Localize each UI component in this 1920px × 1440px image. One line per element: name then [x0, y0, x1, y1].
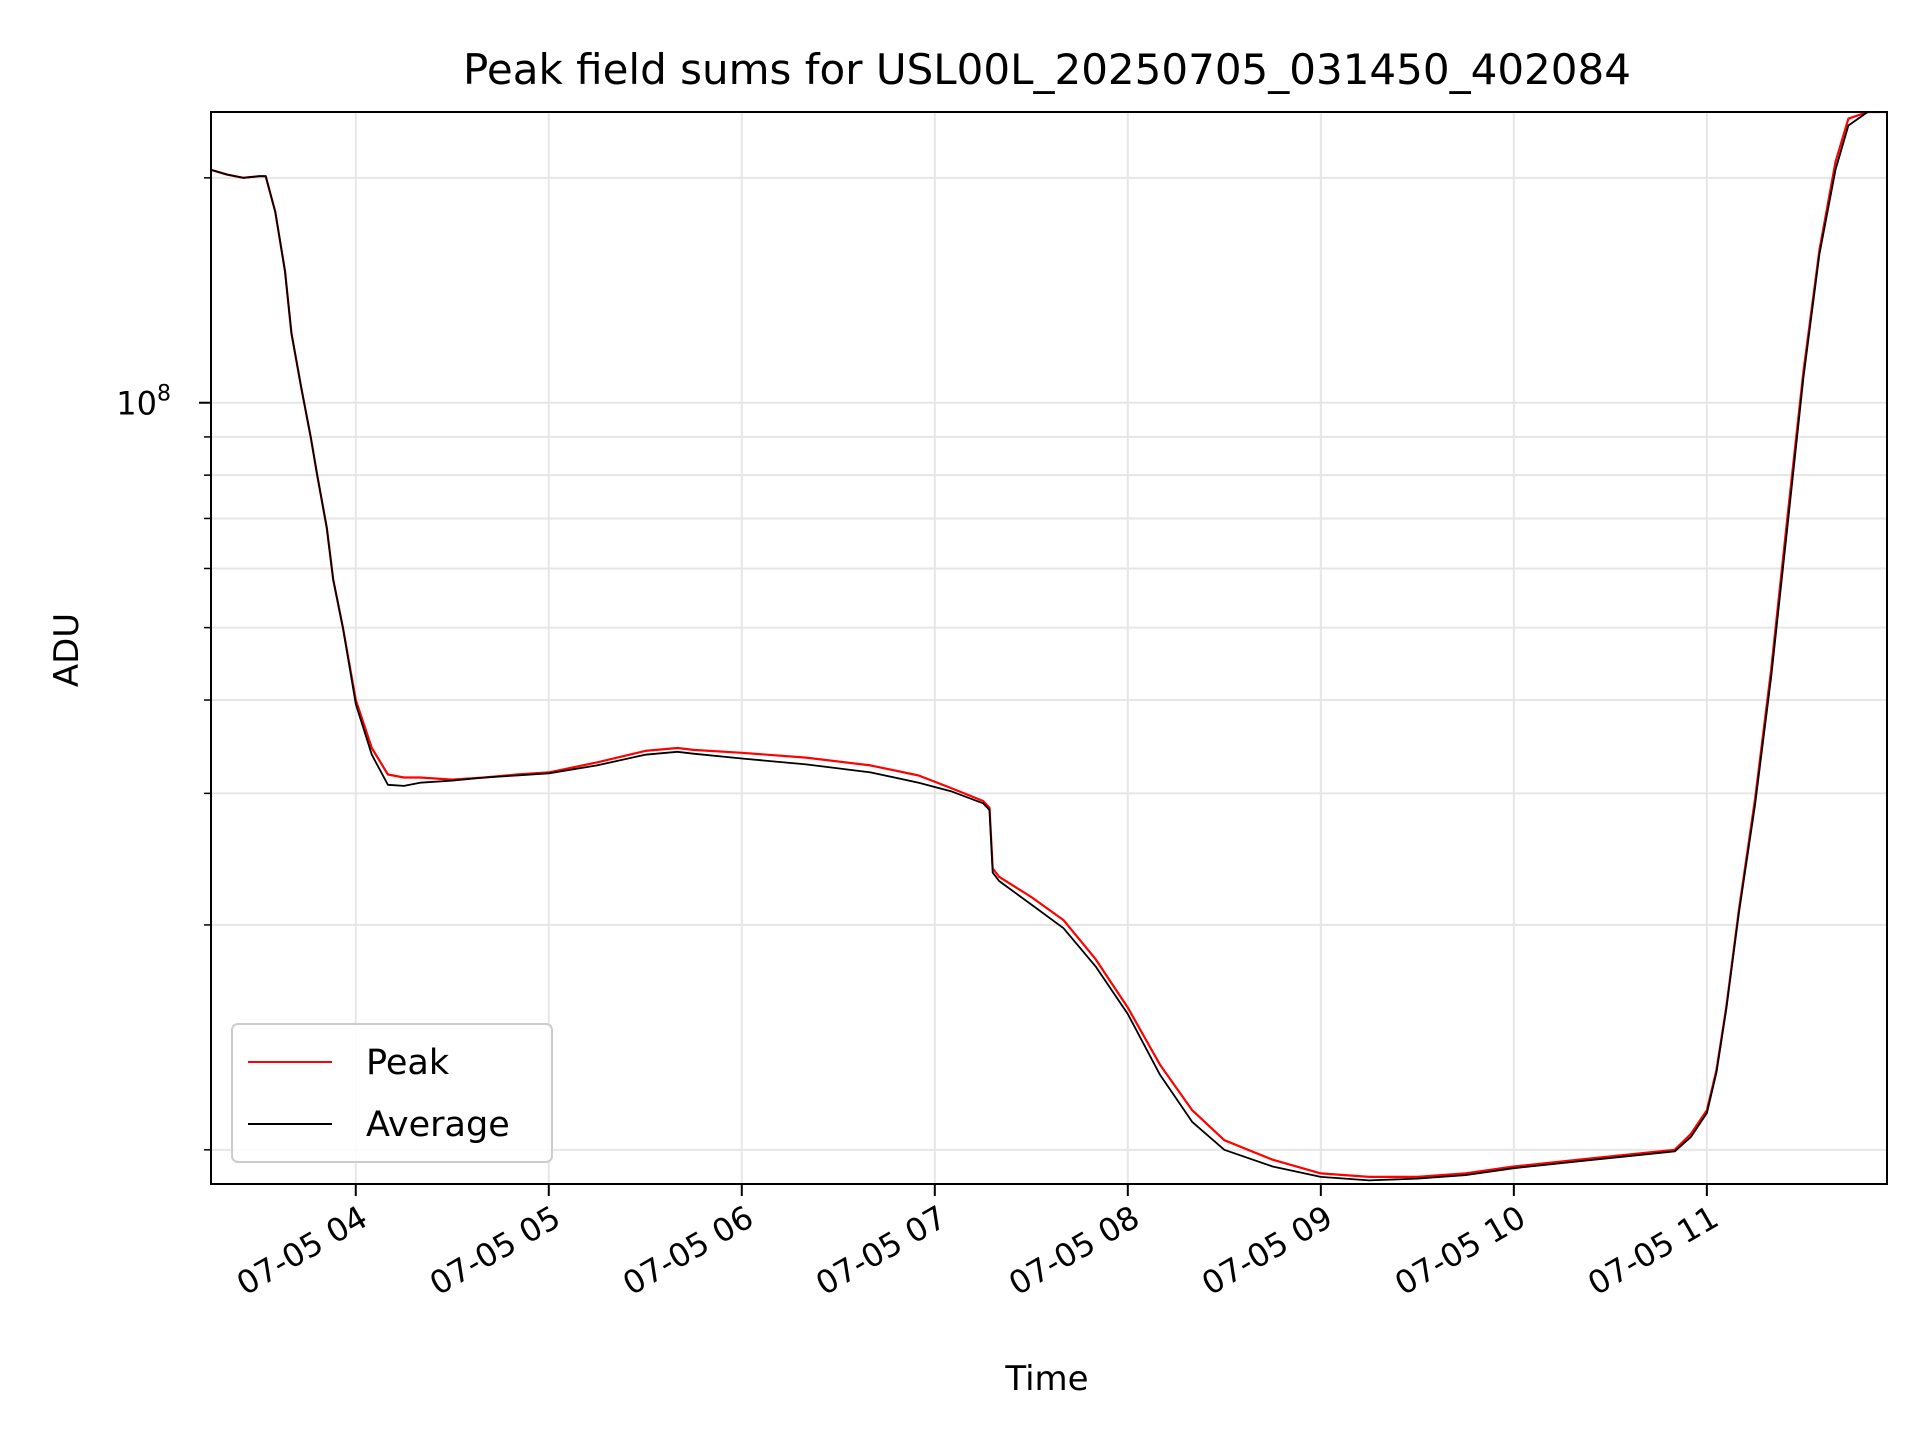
y-tick-exponent: 8 [157, 382, 171, 407]
legend-box [231, 1023, 553, 1163]
plot-frame [210, 111, 1888, 1185]
y-tick-base: 10 [116, 385, 157, 423]
chart-title: Peak field sums for USL00L_20250705_0314… [463, 45, 1631, 94]
y-tick-label: 108 [116, 382, 171, 423]
y-axis-label: ADU [47, 613, 87, 687]
series-line-average [211, 112, 1887, 1182]
x-axis-label: Time [1004, 1359, 1088, 1399]
legend-label-peak: Peak [366, 1043, 450, 1083]
legend-label-average: Average [366, 1105, 510, 1145]
plot-area [211, 112, 1887, 1182]
legend: Peak Average [231, 1023, 553, 1163]
grid [211, 112, 1887, 1184]
y-axis: 108 [116, 177, 211, 1151]
